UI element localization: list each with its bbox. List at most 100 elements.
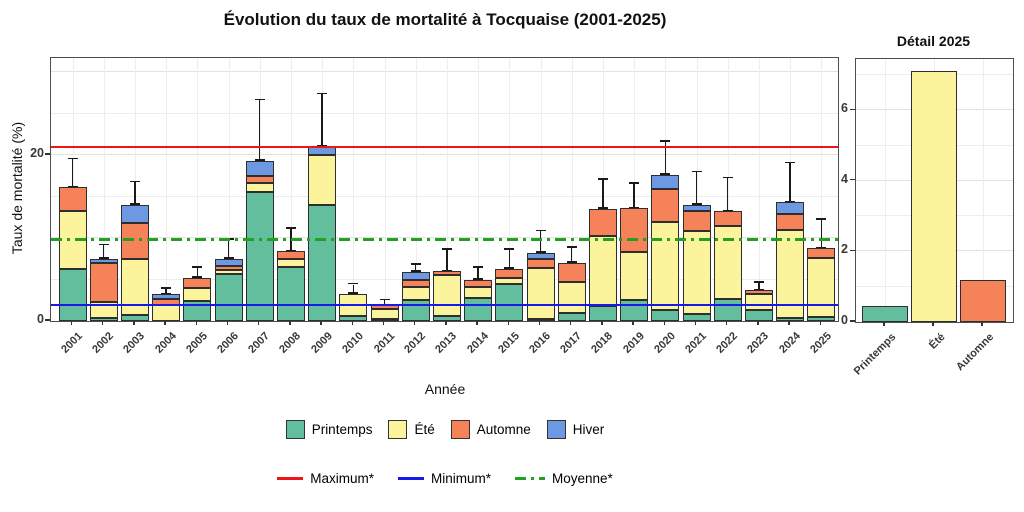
bar-segment-2006-été — [214, 269, 243, 274]
gridline-v — [103, 58, 105, 321]
x-tick-mark — [694, 320, 697, 325]
bar-segment-2021-printemps — [682, 313, 711, 321]
bar-segment-2003-été — [120, 258, 149, 316]
error-bar-2010 — [352, 284, 355, 294]
bar-segment-2008-printemps — [276, 267, 305, 321]
bar-segment-2022-automne — [713, 211, 742, 227]
bar-segment-2004-hiver — [152, 294, 181, 300]
bar-segment-2023-automne — [744, 290, 773, 295]
x-tick-mark — [663, 320, 665, 325]
x-tick-label-2011: 2011 — [371, 330, 397, 356]
error-bar-cap-bottom — [192, 276, 203, 278]
bar-segment-2013-été — [432, 275, 461, 317]
bar-segment-2019-été — [620, 252, 649, 301]
gridline-v — [571, 58, 573, 321]
error-bar-cap-top — [753, 281, 764, 283]
y-axis-title: Taux de mortalité (%) — [9, 121, 25, 255]
error-bar-cap-top — [722, 176, 733, 179]
legend-label: Printemps — [311, 422, 373, 437]
error-bar-cap-top — [192, 266, 203, 268]
x-tick-mark — [601, 320, 603, 325]
error-bar-2024 — [789, 163, 791, 203]
gridline-v — [415, 58, 417, 321]
bar-segment-2007-printemps — [245, 191, 274, 321]
bar-segment-2013-printemps — [432, 316, 461, 321]
bar-segment-2024-hiver — [776, 202, 805, 214]
x-tick-mark — [164, 320, 166, 325]
error-bar-cap-bottom — [753, 288, 764, 291]
bar-segment-2016-hiver — [526, 252, 555, 259]
bar-segment-2015-automne — [495, 268, 524, 278]
detail-y-tick-label: 6 — [841, 101, 848, 116]
error-bar-cap-top — [691, 170, 702, 173]
main-chart-panel — [50, 57, 839, 322]
x-tick-mark — [476, 320, 478, 325]
bar-segment-2001-printemps — [58, 268, 87, 321]
gridline-v — [885, 59, 886, 322]
error-bar-cap-bottom — [254, 159, 265, 161]
bar-segment-2003-printemps — [120, 315, 149, 321]
error-bar-cap-bottom — [348, 292, 359, 294]
x-tick-label-2013: 2013 — [433, 330, 460, 356]
detail-x-tick-label-automne: Automne — [954, 331, 997, 374]
bar-segment-2006-automne — [214, 266, 243, 270]
y-tick-label: 20 — [30, 146, 44, 160]
detail-bar-été — [911, 71, 957, 322]
reference-line-minimum — [51, 304, 838, 307]
bar-segment-2021-automne — [682, 211, 711, 232]
x-tick-mark — [258, 320, 260, 325]
bar-segment-2016-automne — [526, 258, 555, 268]
x-tick-label-2020: 2020 — [651, 330, 678, 356]
x-tick-label-2018: 2018 — [589, 330, 616, 356]
bar-segment-2012-hiver — [401, 272, 430, 280]
gridline-v — [384, 58, 386, 321]
bar-segment-2025-automne — [807, 248, 836, 259]
bar-segment-2008-automne — [276, 251, 305, 259]
x-tick-label-2024: 2024 — [776, 330, 803, 356]
error-bar-2020 — [664, 141, 667, 175]
legend-swatch-automne — [450, 420, 470, 439]
x-tick-label-2006: 2006 — [215, 330, 241, 356]
error-bar-2006 — [227, 239, 230, 259]
bar-segment-2022-printemps — [713, 299, 742, 321]
x-tick-mark — [226, 320, 229, 325]
x-tick-mark — [570, 320, 572, 325]
error-bar-cap-bottom — [785, 200, 796, 203]
error-bar-cap-top — [67, 157, 78, 160]
legend-item-été: Été — [388, 420, 435, 439]
error-bar-cap-top — [254, 98, 265, 101]
legend-label: Été — [414, 422, 435, 437]
gridline-v — [166, 58, 168, 321]
bar-segment-2011-été — [370, 309, 399, 319]
error-bar-cap-top — [98, 243, 109, 246]
bar-segment-2012-automne — [401, 279, 430, 287]
bar-segment-2021-été — [682, 231, 711, 314]
bar-segment-2002-printemps — [89, 317, 118, 321]
bar-segment-2007-été — [245, 183, 274, 192]
gridline-h — [51, 237, 838, 238]
x-axis-title: Année — [424, 381, 466, 397]
bar-segment-2013-automne — [432, 271, 461, 276]
error-bar-cap-top — [285, 227, 296, 229]
gridline-v — [983, 59, 984, 322]
reference-line-legend: Maximum* Minimum* Moyenne* — [0, 471, 890, 486]
x-tick-label-2014: 2014 — [464, 330, 491, 356]
bar-segment-2005-automne — [183, 277, 212, 288]
gridline-h — [51, 112, 838, 114]
x-tick-label-2021: 2021 — [683, 330, 709, 356]
bar-segment-2017-printemps — [557, 312, 586, 321]
reference-line-maximum — [51, 145, 838, 148]
error-bar-2022 — [726, 178, 729, 212]
bar-segment-2004-été — [152, 305, 181, 321]
error-bar-cap-bottom — [285, 249, 296, 252]
legend-label: Hiver — [572, 422, 605, 437]
gridline-v — [758, 58, 760, 321]
error-bar-2003 — [134, 182, 136, 205]
detail-y-tick-label: 0 — [841, 313, 848, 327]
bar-segment-2005-été — [183, 287, 212, 302]
x-tick-mark — [382, 320, 385, 325]
legend-swatch-printemps — [285, 420, 305, 439]
gridline-v — [509, 58, 511, 321]
error-bar-cap-bottom — [410, 270, 421, 273]
error-bar-cap-bottom — [98, 257, 109, 259]
